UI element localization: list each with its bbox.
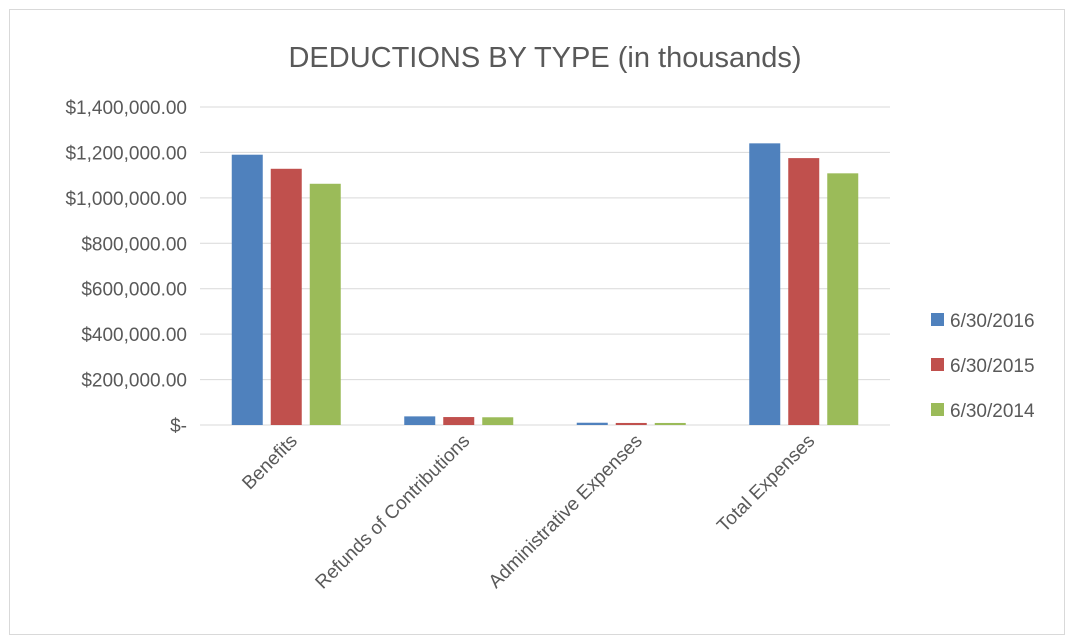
x-tick-label: Administrative Expenses [485, 431, 647, 593]
bar [443, 417, 475, 425]
y-tick-label: $1,400,000.00 [65, 98, 187, 119]
bar [788, 158, 820, 425]
legend: 6/30/2016 6/30/2015 6/30/2014 [931, 311, 1035, 422]
y-tick-label: $200,000.00 [81, 371, 187, 392]
bar [404, 416, 436, 425]
y-tick-label: $600,000.00 [81, 280, 187, 301]
x-axis: Benefits Refunds of Contributions Administ… [238, 431, 819, 594]
bar [654, 422, 686, 425]
legend-swatch [931, 313, 944, 326]
bar [576, 422, 608, 425]
plot-area [231, 143, 859, 426]
legend-swatch [931, 358, 944, 371]
legend-label: 6/30/2016 [950, 311, 1035, 332]
chart-area [9, 9, 1065, 635]
x-tick-label: Refunds of Contributions [312, 431, 475, 594]
y-tick-label: $- [170, 416, 187, 437]
bar [482, 417, 514, 425]
y-tick-label: $1,000,000.00 [65, 189, 187, 210]
legend-swatch [931, 403, 944, 416]
y-tick-label: $1,200,000.00 [65, 143, 187, 164]
bar [231, 154, 263, 425]
y-axis: $- $200,000.00 $400,000.00 $600,000.00 $800,… [65, 98, 187, 437]
bar [309, 183, 341, 425]
x-tick-label: Benefits [238, 431, 301, 494]
bar [749, 143, 781, 426]
chart-title: DEDUCTIONS BY TYPE (in thousands) [288, 42, 801, 74]
bar [270, 168, 302, 426]
y-tick-label: $800,000.00 [81, 234, 187, 255]
bar [827, 173, 859, 425]
legend-label: 6/30/2015 [950, 356, 1035, 377]
y-tick-label: $400,000.00 [81, 325, 187, 346]
legend-label: 6/30/2014 [950, 401, 1035, 422]
x-tick-label: Total Expenses [713, 431, 819, 537]
gridlines [200, 106, 890, 426]
bar [615, 422, 647, 425]
